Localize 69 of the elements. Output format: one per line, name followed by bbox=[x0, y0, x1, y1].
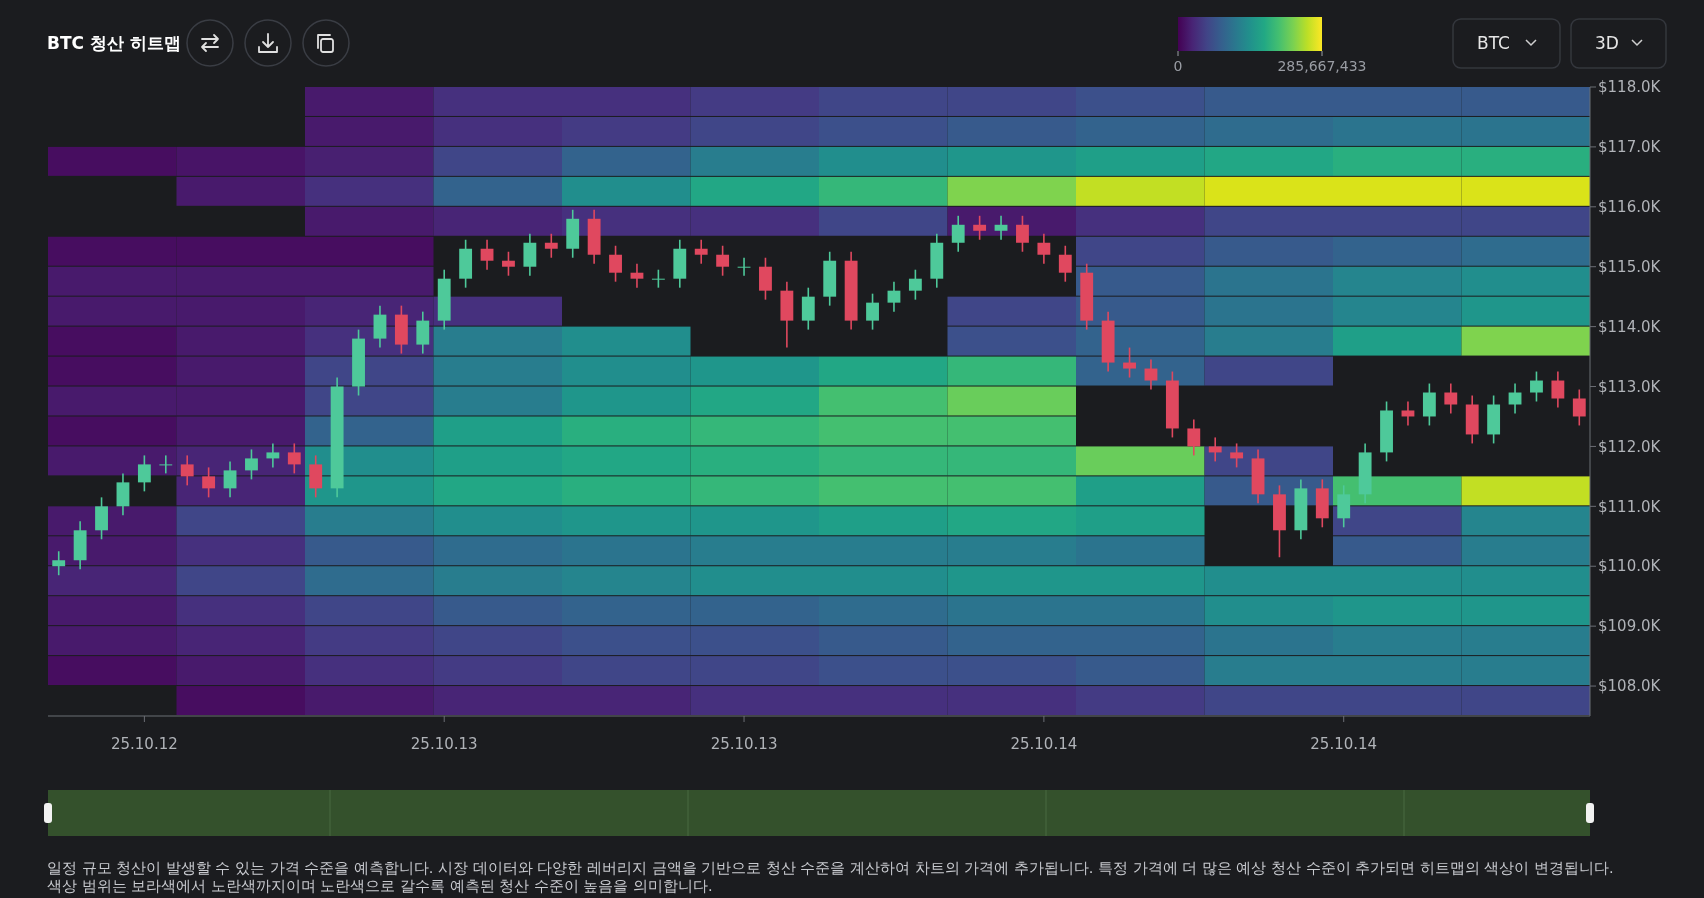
y-tick-label: $117.0K bbox=[1598, 138, 1662, 157]
candlestick bbox=[287, 442, 301, 475]
candlestick bbox=[416, 310, 430, 355]
candlestick bbox=[716, 244, 730, 277]
candlestick bbox=[801, 286, 815, 331]
candlestick bbox=[1230, 442, 1244, 469]
candlestick bbox=[866, 292, 879, 331]
candlestick bbox=[887, 280, 901, 313]
candlestick bbox=[994, 215, 1008, 241]
candlestick bbox=[159, 454, 173, 475]
candlestick bbox=[630, 262, 644, 289]
y-tick-label: $115.0K bbox=[1598, 257, 1662, 276]
candlestick bbox=[266, 442, 280, 469]
candlestick bbox=[1058, 244, 1072, 283]
candlestick bbox=[180, 454, 194, 487]
candlestick bbox=[908, 268, 922, 301]
color-bar-label: 0 bbox=[1173, 58, 1183, 74]
candlestick bbox=[544, 232, 558, 259]
candlestick bbox=[52, 550, 66, 577]
candlestick bbox=[480, 238, 494, 271]
x-tick-label: 25.10.14 bbox=[1310, 735, 1378, 753]
candlestick bbox=[1123, 346, 1136, 379]
text: 3D bbox=[1595, 33, 1619, 53]
candlestick bbox=[223, 460, 237, 499]
color-bar-label: 285,667,433 bbox=[1277, 58, 1367, 74]
y-tick-label: $112.0K bbox=[1598, 437, 1662, 456]
y-tick-label: $111.0K bbox=[1598, 497, 1662, 516]
candlestick bbox=[373, 304, 387, 349]
text: BTC bbox=[1477, 33, 1510, 53]
candlestick bbox=[1551, 370, 1565, 409]
candlestick bbox=[759, 256, 772, 301]
candlestick bbox=[95, 496, 108, 541]
candlestick bbox=[137, 454, 151, 493]
y-tick-label: $114.0K bbox=[1598, 317, 1662, 336]
candlestick bbox=[202, 466, 216, 499]
candlestick bbox=[1422, 382, 1436, 427]
y-tick-label: $108.0K bbox=[1598, 677, 1662, 696]
chart-title: BTC 청산 히트맵 bbox=[47, 33, 181, 53]
candlestick bbox=[1144, 358, 1158, 391]
candlestick bbox=[309, 454, 323, 499]
y-tick-label: $110.0K bbox=[1598, 557, 1662, 576]
y-tick-label: $118.0K bbox=[1598, 78, 1662, 97]
candlestick bbox=[694, 238, 708, 265]
candlestick bbox=[245, 448, 258, 481]
candlestick bbox=[609, 244, 622, 283]
x-tick-label: 25.10.14 bbox=[1010, 735, 1078, 753]
candlestick bbox=[951, 215, 965, 253]
candlestick bbox=[1401, 400, 1415, 427]
candlestick bbox=[502, 250, 515, 277]
text: 일정 규모 청산이 발생할 수 있는 가격 수준을 예측합니다. 시장 데이터와 다양한 레버리지 금액을 기반으로 청산 수준을 계산하여 차트의 가격에 추가됩니다. 특정 가격에 더 많은 예상 청산 수준이 추가되면 히트맵의 색상이 변경됩니다. bbox=[47, 860, 1614, 876]
candlestick bbox=[1187, 418, 1201, 457]
candlestick bbox=[1016, 215, 1029, 253]
y-tick-label: $113.0K bbox=[1598, 377, 1662, 396]
candlestick bbox=[116, 472, 130, 517]
candlestick bbox=[1208, 436, 1222, 463]
candlestick bbox=[1444, 382, 1458, 415]
candlestick bbox=[1337, 484, 1351, 529]
candlestick bbox=[737, 256, 751, 277]
y-tick-label: $116.0K bbox=[1598, 198, 1662, 217]
y-tick-label: $109.0K bbox=[1598, 617, 1662, 636]
x-tick-label: 25.10.12 bbox=[110, 735, 178, 753]
candlestick bbox=[1572, 388, 1586, 427]
candlestick bbox=[523, 232, 537, 277]
candlestick bbox=[1037, 232, 1051, 265]
text: 색상 범위는 보라색에서 노란색까지이며 노란색으로 갈수록 예측된 청산 수준이 높음을 의미합니다. bbox=[47, 878, 713, 894]
candlestick bbox=[973, 215, 987, 241]
candlestick bbox=[1530, 370, 1543, 403]
x-tick-label: 25.10.13 bbox=[410, 735, 478, 753]
x-tick-label: 25.10.13 bbox=[710, 735, 778, 753]
